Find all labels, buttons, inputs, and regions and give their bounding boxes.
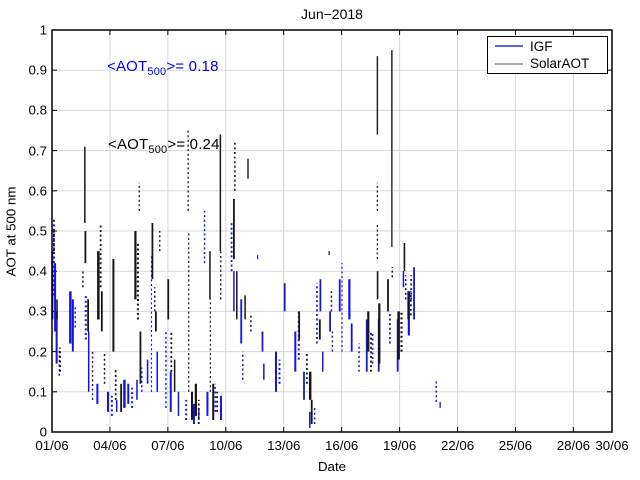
x-tick-label: 10/06 [209,438,243,453]
y-tick-label: 0.7 [28,143,48,159]
x-tick-label: 22/06 [440,438,475,453]
subscript-500: 500 [147,66,167,78]
chart-title: Jun−2018 [301,6,363,22]
igf-mean-annotation: <AOT500>= 0.18 [107,58,219,78]
y-tick-label: 0.4 [28,263,48,279]
y-tick-label: 0.8 [28,102,48,118]
legend-item-solaraot: SolarAOT [488,55,607,72]
solaraot-line-sample [495,62,523,65]
y-tick-label: 0 [39,424,47,440]
legend: IGF SolarAOT [487,36,608,74]
plot-border [51,29,613,433]
x-tick-label: 04/06 [93,438,127,453]
x-tick-label: 13/06 [267,438,301,453]
x-tick-label: 25/06 [498,438,533,453]
y-tick-label: 0.6 [28,183,48,199]
y-tick-label: 0.1 [28,384,48,400]
x-tick-label: 07/06 [151,438,185,453]
solaraot-mean-annotation: <AOT500>= 0.24 [108,136,220,156]
igf-line-sample [495,45,523,48]
y-axis-label: AOT at 500 nm [3,186,19,276]
x-tick-label: 16/06 [325,438,359,453]
y-tick-label: 0.2 [28,344,48,360]
x-tick-label: 28/06 [556,438,591,453]
x-tick-label: 01/06 [35,438,69,453]
subscript-500: 500 [148,144,168,156]
y-tick-label: 1 [39,22,47,38]
x-tick-label: 30/06 [595,438,629,453]
y-tick-label: 0.3 [28,303,48,319]
legend-label-igf: IGF [530,38,553,54]
x-axis-label: Date [317,459,347,474]
y-tick-label: 0.5 [28,223,48,239]
legend-item-igf: IGF [488,38,607,55]
y-tick-label: 0.9 [28,62,48,78]
x-tick-label: 19/06 [382,438,417,453]
legend-label-solaraot: SolarAOT [530,56,590,72]
